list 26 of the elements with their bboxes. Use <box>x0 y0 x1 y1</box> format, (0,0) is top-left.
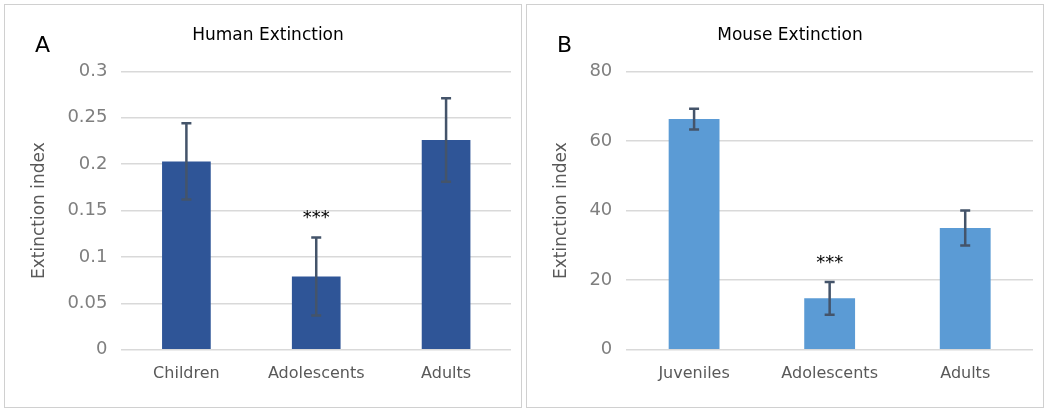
y-axis-title: Extinction index <box>549 142 570 279</box>
y-tick-label: 40 <box>589 198 613 220</box>
y-axis-title: Extinction index <box>27 142 48 279</box>
y-tick-label: 0.15 <box>67 198 108 220</box>
y-tick-label: 0.3 <box>78 59 108 81</box>
x-tick-label: Adolescents <box>267 362 365 382</box>
y-tick-label: 0.25 <box>67 105 108 127</box>
text: B <box>557 31 573 57</box>
annotation: *** <box>816 250 844 272</box>
x-tick-label: Children <box>153 362 220 382</box>
x-tick-label: Adults <box>421 362 472 382</box>
y-tick-label: 0.2 <box>78 151 108 173</box>
y-tick-label: 0.1 <box>78 244 108 266</box>
annotation: *** <box>302 206 330 228</box>
y-tick-label: 20 <box>589 267 613 289</box>
x-tick-label: Adults <box>940 362 991 382</box>
y-tick-label: 0 <box>96 337 108 359</box>
y-tick-label: 0 <box>600 337 613 359</box>
y-tick-label: 80 <box>589 59 613 81</box>
text: A <box>35 31 51 57</box>
x-tick-label: Adolescents <box>781 362 878 382</box>
chart-title: Human Extinction <box>192 23 344 44</box>
x-tick-label: Juveniles <box>657 362 730 382</box>
y-tick-label: 0.05 <box>67 291 108 313</box>
y-tick-label: 60 <box>589 128 613 150</box>
chart-title: Mouse Extinction <box>717 23 863 44</box>
